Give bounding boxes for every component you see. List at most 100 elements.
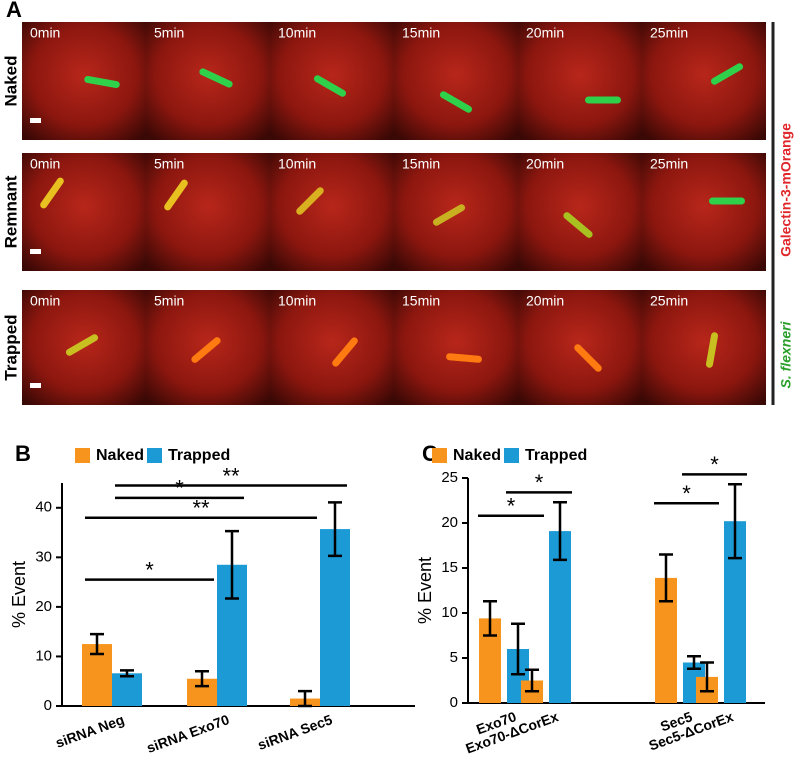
micrograph (642, 22, 766, 140)
error-bar (687, 654, 701, 671)
significance-label: * (535, 470, 544, 495)
scale-bar (30, 383, 41, 388)
legend-label: Naked (453, 447, 501, 464)
time-label: 25min (650, 25, 688, 41)
error-bar (483, 600, 497, 637)
time-label: 0min (30, 156, 60, 172)
bacterium (432, 204, 466, 226)
y-tick-label: 0 (44, 697, 52, 714)
y-tick-label: 25 (441, 469, 458, 486)
bacterium (84, 75, 120, 89)
time-label: 5min (154, 293, 184, 309)
x-tick-label: siRNA Exo70 (144, 711, 231, 756)
bacterium (574, 344, 602, 372)
micrograph (22, 22, 146, 140)
x-tick-label: siRNA Sec5 (255, 711, 334, 753)
micrograph (146, 22, 270, 140)
bacterium (40, 177, 64, 209)
micrograph (642, 290, 766, 405)
legend-swatch (504, 448, 519, 463)
time-label: 0min (30, 25, 60, 41)
time-label: 5min (154, 156, 184, 172)
y-tick-label: 30 (35, 548, 52, 565)
legend-swatch (75, 448, 90, 463)
bacterium (296, 187, 324, 215)
bacterium (563, 212, 593, 238)
time-label: 20min (526, 25, 564, 41)
y-tick-label: 15 (441, 559, 458, 576)
y-tick-label: 0 (450, 694, 458, 711)
error-bar (511, 622, 525, 676)
time-label: 5min (154, 25, 184, 41)
error-bar (525, 668, 539, 693)
bar (479, 618, 501, 703)
time-label: 15min (402, 25, 440, 41)
bacterium (65, 334, 99, 356)
time-label: 25min (650, 293, 688, 309)
legend-swatch (147, 448, 162, 463)
bacterium (446, 353, 482, 363)
legend-swatch (432, 448, 447, 463)
micrograph (270, 290, 394, 405)
micrograph (642, 153, 766, 271)
legend-label: Trapped (525, 447, 587, 464)
micrograph (270, 22, 394, 140)
time-label: 0min (30, 293, 60, 309)
y-axis-label: % Event (9, 561, 29, 628)
error-bar (195, 670, 209, 688)
micrograph (394, 22, 518, 140)
time-label: 10min (278, 293, 316, 309)
significance-label: * (145, 557, 154, 582)
error-bar (700, 661, 714, 693)
row-label: Naked (1, 55, 20, 106)
row-label: Remnant (1, 175, 20, 248)
error-bar (298, 689, 312, 708)
scale-bar (30, 249, 41, 254)
bacterium (191, 337, 221, 363)
bar (549, 531, 571, 703)
time-label: 20min (526, 293, 564, 309)
panel-label: B (15, 441, 31, 466)
legend-label: Trapped (168, 447, 230, 464)
y-tick-label: 20 (35, 598, 52, 615)
error-bar (225, 529, 239, 600)
bacterium (585, 96, 621, 104)
error-bar (120, 669, 134, 678)
y-tick-label: 40 (35, 499, 52, 516)
bacterium (439, 91, 473, 113)
marker-label: Galectin-3-mOrange (778, 123, 794, 257)
row-label: Trapped (1, 314, 20, 380)
bacterium (705, 332, 719, 368)
micrograph (518, 22, 642, 140)
micrograph (270, 153, 394, 271)
bar (112, 673, 142, 706)
time-label: 15min (402, 293, 440, 309)
significance-label: * (682, 481, 691, 506)
y-tick-label: 10 (441, 604, 458, 621)
significance-label: ** (192, 496, 210, 521)
scale-bar (30, 118, 41, 123)
panel-label: A (6, 0, 22, 22)
significance-label: * (175, 476, 184, 501)
micrograph (22, 153, 146, 271)
y-tick-label: 10 (35, 647, 52, 664)
micrograph (146, 153, 270, 271)
significance-label: * (507, 494, 516, 519)
error-bar (90, 632, 104, 656)
significance-label: * (710, 452, 719, 477)
error-bar (328, 501, 342, 558)
legend-label: Naked (96, 447, 144, 464)
error-bar (728, 483, 742, 560)
micrograph (518, 153, 642, 271)
error-bar (553, 501, 567, 562)
bacterium (313, 75, 347, 97)
time-label: 25min (650, 156, 688, 172)
y-axis-label: % Event (415, 557, 435, 624)
species-label: S. flexneri (778, 320, 794, 388)
significance-label: ** (222, 463, 240, 488)
bar (655, 577, 677, 703)
bar (724, 521, 746, 703)
bacterium (199, 68, 233, 88)
x-tick-label: siRNA Neg (53, 711, 126, 751)
bar (320, 529, 350, 706)
